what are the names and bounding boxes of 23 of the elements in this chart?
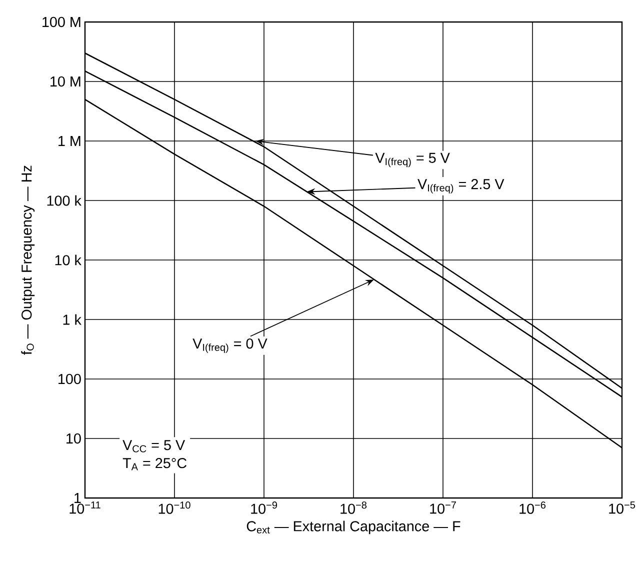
annotation: T$_{A}$ = 25°C bbox=[122, 458, 187, 470]
y-tick-label: 100 M bbox=[42, 16, 80, 28]
y-tick-label: 10 M bbox=[50, 76, 80, 87]
x-tick-label: 10$^{−8}$ bbox=[340, 502, 367, 514]
x-axis-title: C$_{ext}$ — External Capacitance — F bbox=[246, 520, 460, 534]
y-tick-label: 10 k bbox=[55, 254, 82, 266]
x-tick-label: 10$^{−7}$ bbox=[430, 502, 456, 514]
x-tick-label: 10$^{−6}$ bbox=[520, 502, 546, 514]
annotation: V$_{CC}$ = 5 V bbox=[122, 440, 186, 452]
x-tick-label: 10$^{−9}$ bbox=[251, 502, 277, 514]
y-tick-label: 1 M bbox=[58, 136, 80, 146]
y-tick-label: 1 k bbox=[63, 314, 82, 325]
y-tick-label: 100 k bbox=[47, 195, 82, 206]
annotation: V$_{I(freq)}$ = 0 V bbox=[192, 338, 268, 353]
x-tick-label: 10$^{−10}$ bbox=[158, 502, 190, 514]
y-tick-label: 10 bbox=[66, 433, 81, 444]
x-tick-label: 10$^{−11}$ bbox=[70, 502, 100, 514]
x-tick-label: 10$^{−5}$ bbox=[609, 502, 636, 514]
annotation: V$_{I(freq)}$ = 5 V bbox=[375, 152, 450, 168]
y-tick-label: 100 bbox=[58, 374, 81, 384]
y-tick-label: 1 bbox=[74, 493, 81, 503]
annotation: V$_{I(freq)}$ = 2.5 V bbox=[418, 179, 504, 194]
y-axis-title: f$_{O}$ — Output Frequency — Hz bbox=[21, 166, 35, 355]
